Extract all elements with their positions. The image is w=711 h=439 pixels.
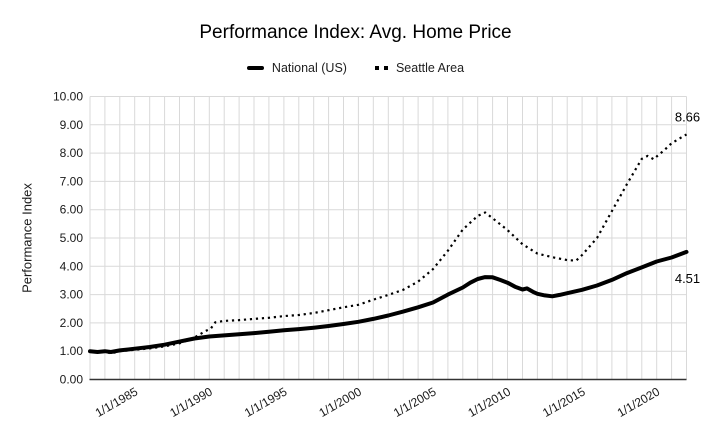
x-tick-label: 1/1/2015	[540, 384, 588, 420]
y-tick-label: 10.00	[53, 90, 83, 104]
series-end-value-label: 4.51	[675, 271, 700, 286]
chart-legend: National (US) Seattle Area	[0, 61, 711, 75]
x-tick-label: 1/1/2020	[615, 384, 663, 420]
y-tick-label: 2.00	[60, 316, 84, 330]
y-tick-label: 6.00	[60, 203, 84, 217]
x-tick-label: 1/1/1995	[242, 384, 290, 420]
y-tick-label: 8.00	[60, 146, 84, 160]
x-tick-label: 1/1/2005	[391, 384, 439, 420]
legend-item-seattle: Seattle Area	[374, 61, 465, 75]
series-end-value-label: 8.66	[675, 109, 700, 124]
y-tick-label: 4.00	[60, 259, 84, 273]
x-tick-label: 1/1/2000	[316, 384, 364, 420]
dotted-line-marker-icon	[374, 66, 388, 70]
chart-title: Performance Index: Avg. Home Price	[199, 22, 512, 43]
x-tick-label: 1/1/1985	[93, 384, 141, 420]
y-tick-label: 7.00	[60, 174, 84, 188]
y-tick-label: 3.00	[60, 288, 84, 302]
legend-item-national: National (US)	[246, 61, 347, 75]
legend-label-seattle: Seattle Area	[395, 61, 465, 75]
y-tick-label: 1.00	[60, 344, 84, 358]
x-tick-label: 1/1/1990	[167, 384, 215, 420]
y-tick-label: 9.00	[60, 118, 84, 132]
x-tick-label: 1/1/2010	[466, 384, 514, 420]
series-line-seattle	[89, 133, 688, 355]
solid-line-marker-icon	[246, 66, 264, 70]
legend-label-national: National (US)	[271, 61, 347, 75]
y-tick-label: 0.00	[60, 373, 84, 387]
y-tick-label: 5.00	[60, 231, 84, 245]
